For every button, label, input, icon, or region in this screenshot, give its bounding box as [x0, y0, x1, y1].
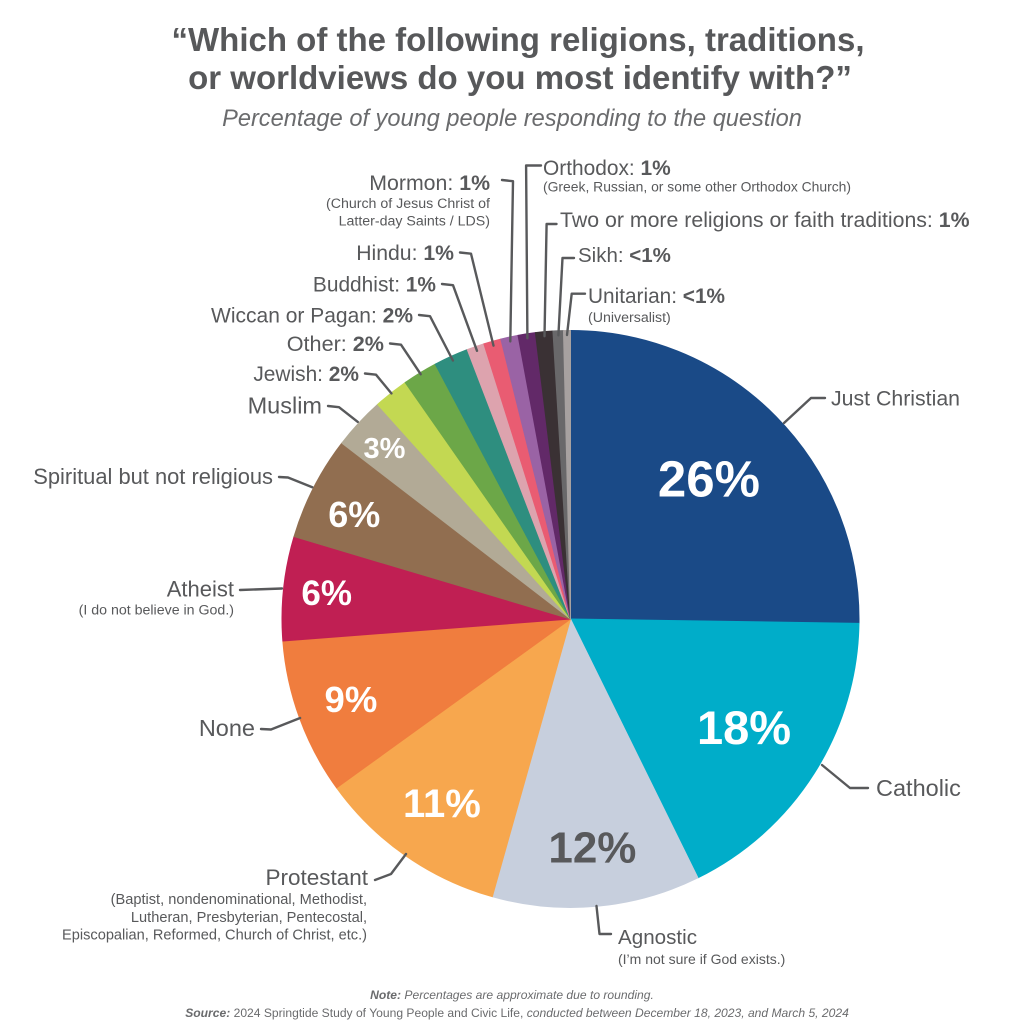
- svg-text:11%: 11%: [403, 782, 481, 826]
- svg-text:12%: 12%: [548, 824, 636, 873]
- svg-text:(Church of Jesus Christ of: (Church of Jesus Christ of: [326, 196, 490, 212]
- svg-text:Sikh: <1%: Sikh: <1%: [578, 244, 671, 267]
- svg-text:Buddhist: 1%: Buddhist: 1%: [313, 273, 437, 296]
- svg-text:(I’m not sure if God exists.): (I’m not sure if God exists.): [618, 951, 785, 967]
- svg-text:Note: Percentages are approxim: Note: Percentages are approximate due to…: [370, 988, 654, 1002]
- svg-text:Orthodox: 1%: Orthodox: 1%: [543, 157, 671, 180]
- svg-text:Two or more religions or faith: Two or more religions or faith tradition…: [560, 208, 970, 232]
- svg-text:9%: 9%: [325, 679, 378, 720]
- svg-text:None: None: [199, 715, 255, 741]
- svg-text:6%: 6%: [328, 494, 380, 535]
- svg-text:3%: 3%: [364, 433, 406, 465]
- svg-text:Mormon: 1%: Mormon: 1%: [369, 171, 490, 195]
- svg-text:“Which of the following religi: “Which of the following religions, tradi…: [172, 21, 865, 58]
- svg-text:Jewish: 2%: Jewish: 2%: [253, 363, 359, 386]
- svg-text:Other: 2%: Other: 2%: [287, 331, 384, 356]
- svg-text:26%: 26%: [658, 451, 760, 508]
- svg-text:18%: 18%: [697, 701, 791, 754]
- svg-text:or worldviews do you most iden: or worldviews do you most identify with?…: [188, 59, 852, 96]
- svg-text:Episcopalian, Reformed, Church: Episcopalian, Reformed, Church of Christ…: [62, 927, 367, 943]
- svg-text:Just Christian: Just Christian: [831, 387, 960, 411]
- svg-text:Spiritual but not religious: Spiritual but not religious: [33, 464, 273, 489]
- svg-text:Source: 2024 Springtide Study: Source: 2024 Springtide Study of Young P…: [185, 1006, 849, 1020]
- svg-text:(Baptist, nondenominational, M: (Baptist, nondenominational, Methodist,: [111, 892, 367, 908]
- svg-text:Atheist: Atheist: [167, 577, 234, 602]
- svg-text:Wiccan or Pagan: 2%: Wiccan or Pagan: 2%: [211, 305, 413, 328]
- svg-text:Unitarian: <1%: Unitarian: <1%: [588, 285, 725, 308]
- svg-text:(I do not believe in God.): (I do not believe in God.): [79, 603, 234, 619]
- svg-text:Hindu: 1%: Hindu: 1%: [356, 242, 454, 265]
- svg-text:Percentage of young people res: Percentage of young people responding to…: [222, 106, 802, 132]
- svg-text:Latter-day Saints / LDS): Latter-day Saints / LDS): [339, 214, 490, 230]
- svg-text:Catholic: Catholic: [876, 775, 961, 801]
- svg-text:Protestant: Protestant: [265, 865, 368, 890]
- svg-text:(Greek, Russian, or some other: (Greek, Russian, or some other Orthodox …: [543, 179, 851, 195]
- svg-text:Muslim: Muslim: [248, 393, 322, 419]
- svg-text:Agnostic: Agnostic: [618, 926, 697, 949]
- svg-text:(Universalist): (Universalist): [588, 310, 671, 326]
- svg-text:Lutheran, Presbyterian, Pentec: Lutheran, Presbyterian, Pentecostal,: [131, 910, 367, 926]
- svg-text:6%: 6%: [301, 574, 352, 613]
